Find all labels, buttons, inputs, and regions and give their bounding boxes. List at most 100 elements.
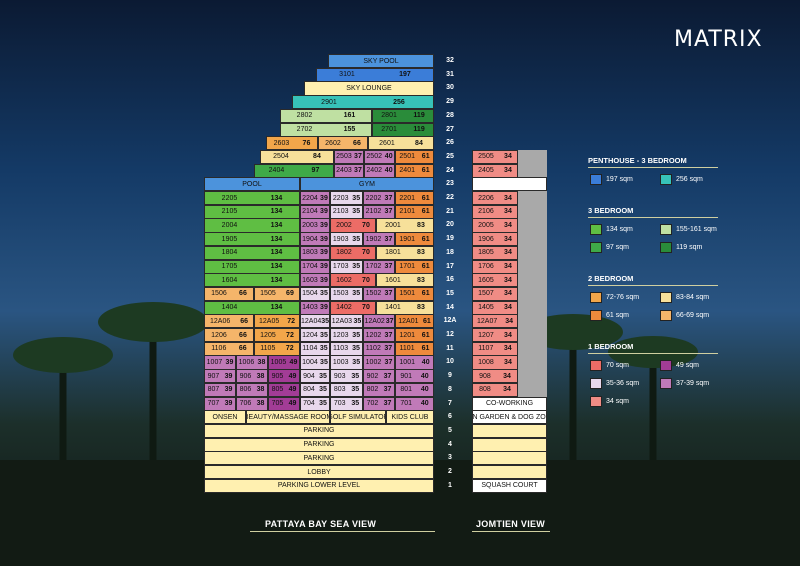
- unit-cell-jomtien: 2206 34: [472, 191, 518, 206]
- unit-number: GOLF SIMULATOR: [330, 413, 386, 421]
- floor-label: 26: [446, 139, 454, 147]
- unit-size: 39: [224, 400, 233, 408]
- unit-cell: LOBBY: [204, 465, 434, 480]
- legend-swatch: [660, 292, 672, 303]
- unit-number: ONSEN: [212, 413, 238, 421]
- unit-size: 35: [320, 331, 328, 339]
- unit-size: 38: [257, 358, 266, 366]
- unit-number: 1901: [399, 235, 415, 243]
- floor-label: 8: [448, 385, 452, 393]
- legend-swatch: [590, 242, 602, 253]
- unit-cell: 3101 197: [316, 67, 434, 82]
- unit-size: 35: [352, 331, 361, 339]
- unit-size: 134: [270, 249, 283, 257]
- unit-number: 1503: [332, 290, 349, 298]
- unit-number: 2405: [478, 167, 494, 175]
- unit-number: 1007: [206, 358, 223, 366]
- unit-number: 2202: [365, 194, 382, 202]
- legend-swatch: [660, 242, 672, 253]
- unit-cell: 1003 35: [330, 355, 363, 370]
- unit-size: 70: [362, 221, 370, 229]
- unit-size: 35: [352, 235, 361, 243]
- unit-cell-jomtien: 2505 34: [472, 149, 518, 165]
- unit-size: 134: [270, 304, 283, 312]
- unit-size: 83: [417, 249, 425, 257]
- unit-size: 155: [343, 126, 356, 134]
- unit-number: 12A06: [209, 317, 231, 325]
- unit-size: 39: [320, 263, 328, 271]
- legend-divider: [588, 167, 718, 168]
- unit-cell: 1104 35: [300, 341, 330, 356]
- unit-number: 1604: [221, 276, 238, 284]
- unit-cell: 1404 134: [204, 300, 300, 315]
- unit-cell: 1103 35: [330, 341, 363, 356]
- unit-cell: 2502 40: [364, 149, 395, 165]
- unit-cell: 2104 39: [300, 204, 330, 219]
- unit-cell: 1101 61: [395, 341, 434, 356]
- unit-number: 1805: [478, 249, 494, 257]
- unit-cell: 1701 61: [395, 259, 434, 274]
- legend-swatch: [590, 310, 602, 321]
- unit-size: 69: [286, 290, 294, 298]
- legend-swatch: [590, 378, 602, 389]
- unit-cell: 1401 83: [376, 300, 434, 315]
- unit-cell: 2002 70: [330, 218, 376, 233]
- floor-label: 32: [446, 57, 454, 64]
- unit-number: 2106: [478, 208, 494, 216]
- unit-number: PARKING: [303, 441, 335, 449]
- palm-trees-illustration: [0, 302, 800, 566]
- legend-label: 34 sqm: [606, 398, 629, 405]
- unit-size: 37: [385, 317, 394, 325]
- floor-label: 31: [446, 70, 454, 78]
- unit-size: 34: [504, 263, 512, 271]
- unit-cell: 2101 61: [395, 204, 434, 219]
- floor-label: 24: [446, 166, 454, 174]
- legend-heading: 2 BEDROOM: [588, 274, 634, 283]
- unit-cell: 2403 37: [334, 163, 364, 178]
- left-view-line: [250, 531, 435, 532]
- floor-label: 5: [448, 426, 452, 434]
- unit-cell: 1201 61: [395, 328, 434, 343]
- unit-number: 12A03: [331, 317, 352, 325]
- unit-cell: 1202 37: [363, 328, 395, 343]
- unit-size: 37: [354, 167, 362, 175]
- unit-cell: 2404 97: [254, 163, 334, 178]
- unit-number: 12A01: [398, 317, 419, 325]
- unit-size: 61: [421, 194, 430, 202]
- unit-cell: 2601 84: [368, 136, 434, 151]
- unit-number: 1103: [333, 345, 349, 353]
- unit-number: 1803: [302, 249, 318, 257]
- unit-size: 49: [288, 386, 297, 394]
- unit-cell: 2504 84: [260, 149, 334, 165]
- unit-size: 61: [421, 331, 430, 339]
- unit-size: 66: [240, 317, 248, 325]
- unit-number: 903: [333, 372, 346, 380]
- unit-number: 1207: [478, 331, 494, 339]
- floor-label: 15: [446, 289, 454, 297]
- unit-cell-jomtien: 1906 34: [472, 232, 518, 247]
- core-shaft: [518, 355, 547, 370]
- unit-size: 35: [319, 372, 327, 380]
- unit-size: 39: [225, 358, 234, 366]
- unit-number: 1404: [221, 304, 238, 312]
- unit-number: 2004: [221, 221, 238, 229]
- legend-heading: 1 BEDROOM: [588, 342, 634, 351]
- unit-size: 61: [421, 345, 430, 353]
- unit-size: 40: [384, 167, 393, 175]
- unit-cell: 2603 76: [266, 136, 318, 151]
- unit-size: 39: [320, 194, 328, 202]
- unit-number: 1706: [478, 263, 494, 271]
- unit-number: 12A02: [364, 317, 385, 325]
- unit-cell: 2901 256: [292, 95, 434, 110]
- unit-cell: 2501 61: [395, 149, 434, 165]
- unit-cell: 905 49: [268, 369, 300, 384]
- unit-cell: 1102 37: [363, 341, 395, 356]
- unit-cell-jomtien: 1805 34: [472, 245, 518, 260]
- unit-size: 35: [319, 386, 327, 394]
- floor-label: 25: [446, 152, 454, 160]
- unit-cell: 2103 35: [330, 204, 363, 219]
- unit-cell: POOL: [204, 177, 300, 192]
- unit-cell: 1801 83: [376, 245, 434, 260]
- unit-number: 1008: [478, 358, 494, 366]
- unit-cell: ONSEN: [204, 410, 246, 425]
